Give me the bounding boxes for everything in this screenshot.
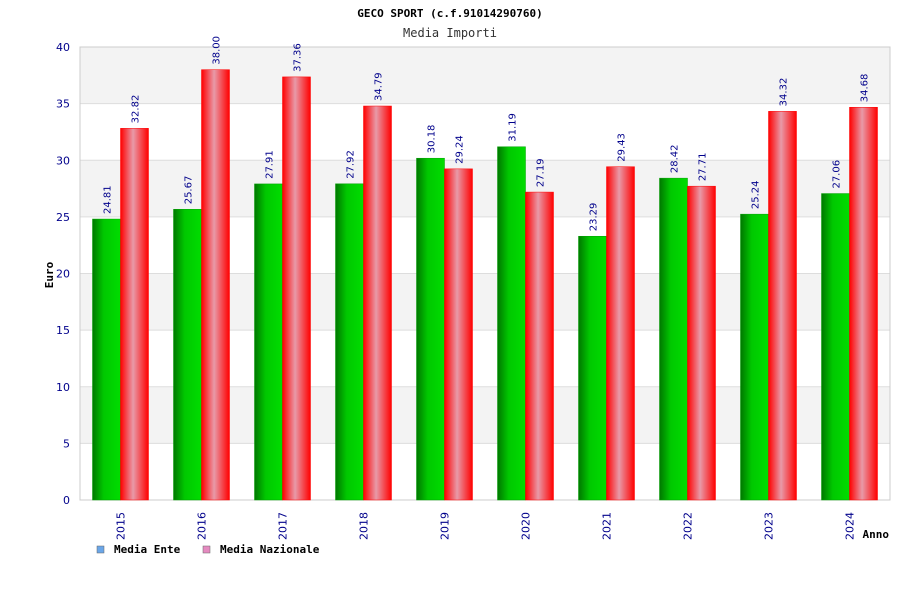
legend-swatch: [202, 545, 211, 554]
y-tick-label: 0: [63, 494, 70, 507]
data-label: 23.29: [589, 203, 600, 232]
bar-media-ente: [416, 157, 445, 501]
bar-media-nazionale: [201, 69, 230, 501]
data-label: 30.18: [427, 125, 438, 154]
data-label: 34.68: [860, 74, 871, 103]
data-label: 31.19: [508, 113, 519, 142]
x-tick-label: 2016: [196, 512, 209, 540]
bar-media-ente: [335, 183, 364, 501]
x-tick-label: 2018: [358, 512, 371, 540]
chart-title: GECO SPORT (c.f.91014290760): [357, 7, 542, 20]
data-label: 25.67: [184, 176, 195, 205]
x-tick-label: 2020: [520, 512, 533, 540]
x-tick-label: 2017: [277, 512, 290, 540]
x-tick-label: 2023: [763, 512, 776, 540]
y-axis: 0 5 10 15 20 25 30 35 40: [56, 41, 70, 507]
x-tick-label: 2021: [601, 512, 614, 540]
x-tick-label: 2024: [844, 512, 857, 540]
data-label: 27.91: [265, 150, 276, 179]
data-label: 24.81: [103, 185, 114, 214]
x-tick-label: 2022: [682, 512, 695, 540]
bar-media-ente: [173, 209, 202, 501]
y-tick-label: 20: [56, 268, 70, 281]
bar-media-nazionale: [282, 76, 311, 501]
legend-swatch: [96, 545, 105, 554]
bar-media-nazionale: [525, 191, 554, 501]
data-label: 27.06: [832, 160, 843, 189]
data-label: 28.42: [670, 145, 681, 174]
legend-label: Media Ente: [114, 543, 181, 556]
data-label: 32.82: [131, 95, 142, 124]
y-tick-label: 30: [56, 154, 70, 167]
bar-media-nazionale: [444, 168, 473, 501]
y-tick-label: 35: [56, 98, 70, 111]
data-label: 27.71: [698, 153, 709, 182]
data-label: 34.32: [779, 78, 790, 107]
bar-media-ente: [254, 183, 283, 501]
bar-media-ente: [821, 193, 850, 501]
y-tick-label: 40: [56, 41, 70, 54]
x-axis-title: Anno: [863, 528, 890, 541]
bar-media-ente: [497, 146, 526, 501]
data-label: 34.79: [374, 72, 385, 101]
y-tick-label: 5: [63, 437, 70, 450]
chart-subtitle: Media Importi: [403, 26, 497, 40]
bar-media-ente: [92, 218, 121, 501]
bar-media-nazionale: [849, 106, 878, 501]
data-label: 38.00: [212, 36, 223, 65]
data-label: 25.24: [751, 181, 762, 210]
bar-media-nazionale: [363, 105, 392, 501]
data-label: 27.19: [536, 158, 547, 187]
bars-group: [92, 69, 878, 501]
y-tick-label: 25: [56, 211, 70, 224]
plot-border: [79, 46, 891, 501]
bar-media-ente: [659, 177, 688, 501]
bar-media-ente: [740, 213, 769, 501]
data-labels-group: 24.81 32.82 25.67 38.00 27.91 37.36 27.92 34.79…: [103, 36, 871, 231]
x-axis: 2015 2016 2017 2018 2019 2020 2021 2022 2023 2024: [115, 512, 857, 540]
data-label: 37.36: [293, 43, 304, 72]
y-axis-title: Euro: [43, 261, 56, 288]
x-tick-label: 2019: [439, 512, 452, 540]
bar-media-nazionale: [120, 128, 149, 501]
y-tick-label: 15: [56, 324, 70, 337]
bar-media-nazionale: [768, 111, 797, 501]
data-label: 29.43: [617, 133, 628, 162]
legend-label: Media Nazionale: [220, 543, 320, 556]
y-tick-label: 10: [56, 381, 70, 394]
bar-media-ente: [578, 235, 607, 501]
legend: Media Ente Media Nazionale: [96, 543, 320, 556]
data-label: 27.92: [346, 150, 357, 179]
x-tick-label: 2015: [115, 512, 128, 540]
bar-media-nazionale: [687, 185, 716, 501]
bar-media-nazionale: [606, 166, 635, 501]
data-label: 29.24: [455, 135, 466, 164]
